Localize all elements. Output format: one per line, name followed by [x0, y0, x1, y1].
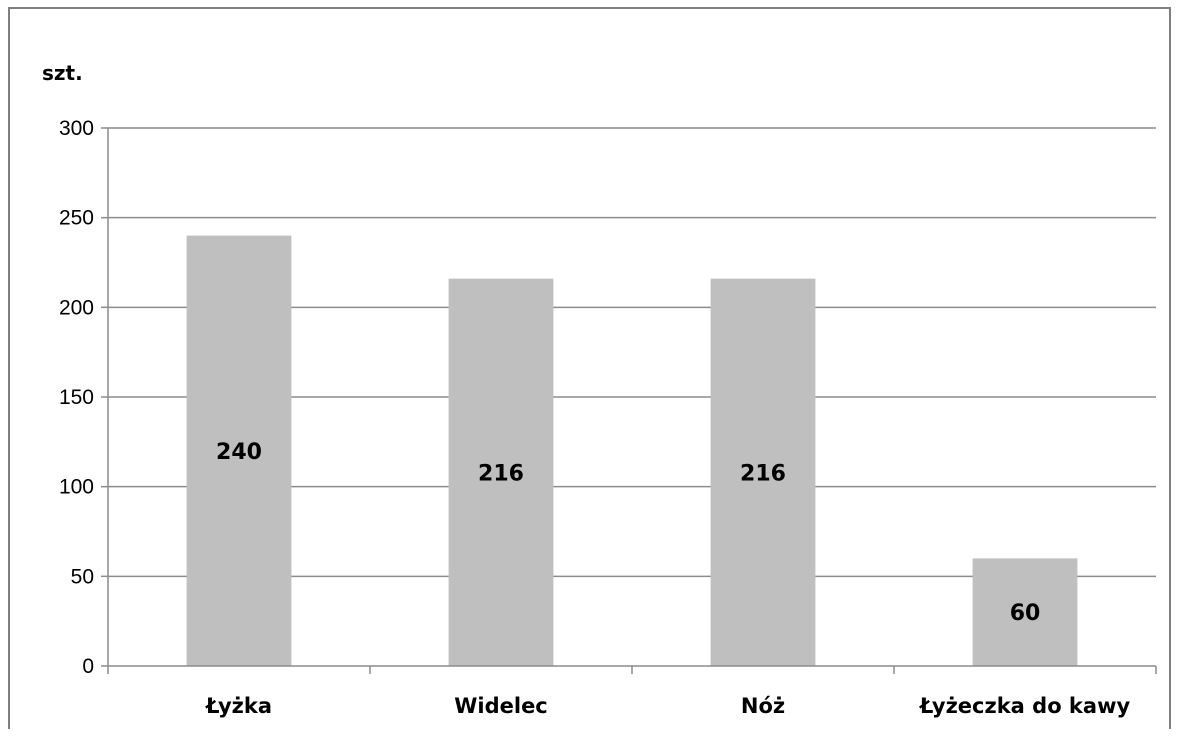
x-category-label-3: Łyżeczka do kawy: [919, 694, 1131, 718]
bar-1: [448, 278, 554, 666]
y-tick-label-100: 100: [59, 476, 94, 499]
y-tick-label-50: 50: [71, 565, 94, 588]
data-label-0: 240: [216, 440, 262, 465]
bars: [186, 235, 1078, 666]
bar-3: [972, 558, 1078, 666]
x-category-label-1: Widelec: [454, 694, 548, 718]
y-unit-label: szt.: [42, 61, 83, 85]
y-tick-label-0: 0: [82, 655, 94, 678]
bar-2: [710, 278, 816, 666]
y-tick-labels: 0 50 100 150 200 250 300: [59, 117, 94, 678]
y-tick-label-250: 250: [59, 207, 94, 230]
data-label-1: 216: [478, 461, 524, 486]
y-tick-label-200: 200: [59, 296, 94, 319]
x-category-labels: Łyżka Widelec Nóż Łyżeczka do kawy: [205, 694, 1131, 718]
data-label-2: 216: [740, 461, 786, 486]
y-tick-label-300: 300: [59, 117, 94, 140]
data-label-3: 60: [1010, 601, 1041, 626]
axes: [107, 128, 1157, 674]
x-category-label-2: Nóż: [741, 694, 785, 718]
bar-0: [186, 235, 292, 666]
data-labels: 240 216 216 60: [216, 440, 1040, 626]
x-category-label-0: Łyżka: [205, 694, 272, 718]
y-tick-label-150: 150: [59, 386, 94, 409]
